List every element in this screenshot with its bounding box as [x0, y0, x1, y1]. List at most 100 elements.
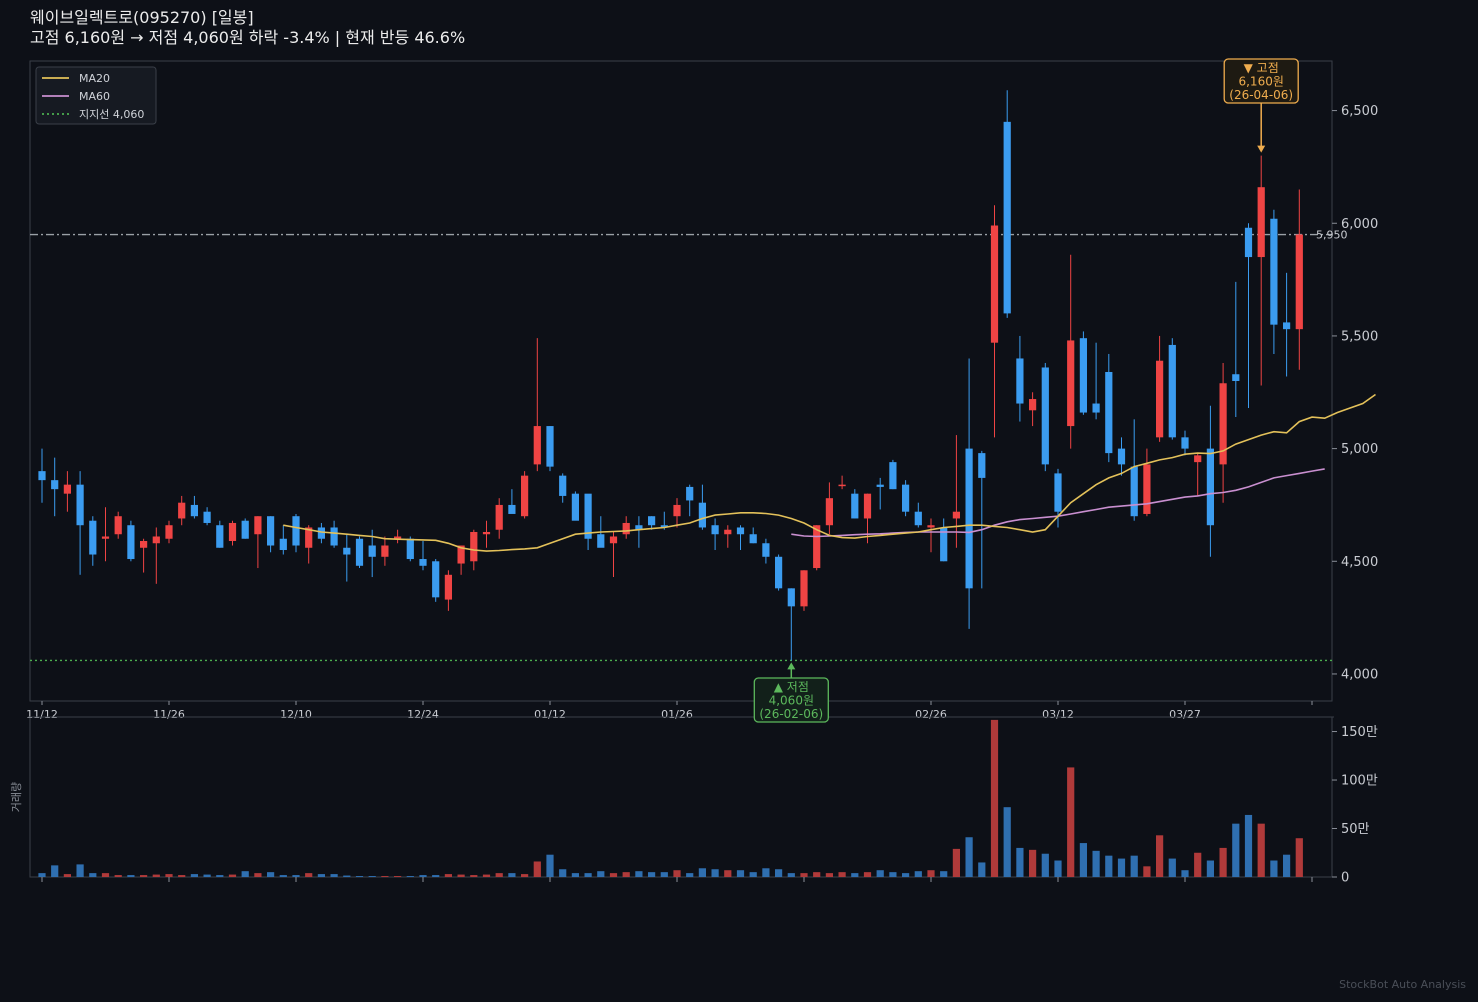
candle-body: [114, 516, 122, 535]
candle-body: [698, 502, 706, 528]
volume-bar: [482, 874, 491, 877]
date-tick-label: 02/26: [915, 708, 947, 721]
date-tick-label: 01/26: [661, 708, 693, 721]
candle-body: [419, 559, 427, 566]
volume-bar: [660, 872, 668, 877]
candle-body: [787, 588, 795, 607]
volume-bar: [38, 873, 46, 877]
volume-bar: [1067, 767, 1075, 877]
candle-body: [940, 527, 948, 562]
volume-bar: [711, 869, 719, 877]
volume-bar: [292, 875, 300, 877]
volume-bar: [203, 874, 211, 877]
chart-title: 웨이브일렉트로(095270) [일봉]: [30, 8, 254, 27]
volume-bar: [940, 871, 948, 877]
candle-body: [1244, 227, 1253, 258]
candle-body: [965, 448, 973, 589]
candle-body: [279, 538, 287, 551]
volume-bar: [736, 870, 745, 877]
annotations: ▼ 고점6,160원(26-04-06) ▲ 저점4,060원(26-02-06): [753, 58, 1299, 723]
candle-body: [406, 538, 414, 560]
resistance-label: 5,950: [1316, 229, 1348, 242]
volume-bar: [1244, 814, 1253, 877]
volume-axis-label: 거래량: [10, 782, 23, 812]
candle-body: [178, 502, 186, 519]
candle-body: [597, 534, 605, 548]
volume-bar: [1283, 854, 1291, 877]
volume-bar: [140, 875, 148, 877]
candle-body: [902, 484, 910, 512]
price-tick-label: 4,500: [1341, 555, 1378, 570]
candle-body: [317, 527, 325, 539]
candle-body: [292, 516, 300, 546]
candle-body: [241, 520, 249, 539]
volume-bar: [165, 874, 173, 877]
annotation-text: (26-02-06): [759, 707, 823, 721]
candle-body: [216, 525, 224, 548]
candle-body: [343, 547, 351, 555]
volume-bar: [1016, 847, 1024, 877]
candle-body: [749, 534, 757, 544]
annotation-arrow-head: [787, 662, 796, 670]
candle-body: [228, 522, 237, 541]
volume-bar: [825, 873, 833, 877]
volume-bar: [216, 875, 224, 877]
volume-bar: [533, 861, 541, 877]
candle-body: [482, 531, 491, 535]
candle-body: [660, 525, 668, 528]
candle-body: [863, 493, 872, 519]
volume-bar: [508, 873, 516, 877]
candle-body: [889, 462, 897, 490]
date-tick-label: 12/24: [407, 708, 439, 721]
candle-body: [368, 545, 376, 557]
candles: [38, 90, 1303, 661]
candle-body: [51, 480, 59, 490]
volume-bar: [114, 875, 122, 877]
candle-body: [76, 484, 84, 526]
candle-body: [609, 536, 618, 544]
axes: 4,000 4,500 5,000 5,500 6,000 6,500 0 50만 100만 15…: [10, 104, 1378, 885]
volume-bar: [762, 868, 770, 877]
volume-bar: [1105, 855, 1113, 877]
volume-bar: [1130, 855, 1138, 877]
candle-body: [584, 493, 592, 539]
volume-bar: [1143, 866, 1151, 877]
candle-body: [952, 511, 960, 519]
candle-body: [876, 484, 884, 487]
volume-bar: [749, 872, 757, 877]
candle-body: [1003, 121, 1011, 314]
volume-bar: [876, 870, 884, 877]
volume-bar: [724, 870, 732, 877]
annotation-text: (26-04-06): [1229, 88, 1293, 102]
volume-bar: [1270, 860, 1278, 877]
volume-bar: [1003, 807, 1011, 877]
candle-body: [1295, 234, 1303, 330]
candle-body: [1219, 383, 1227, 465]
volume-bar: [1257, 823, 1265, 877]
candle-body: [152, 536, 160, 544]
candle-body: [1041, 367, 1049, 465]
volume-bar: [800, 873, 808, 877]
volume-bar: [584, 873, 592, 877]
annotation-arrow-head: [1257, 145, 1266, 153]
volume-bar: [419, 875, 427, 877]
candle-body: [1016, 358, 1024, 404]
candle-body: [838, 484, 846, 487]
candle-body: [736, 527, 745, 535]
volume-bar: [635, 871, 643, 877]
candle-body: [546, 426, 554, 467]
moving-averages: [283, 393, 1376, 552]
date-tick-label: 03/27: [1169, 708, 1201, 721]
volume-bar: [241, 871, 249, 877]
volume-bar: [1156, 835, 1164, 877]
price-tick-label: 5,000: [1341, 442, 1378, 457]
legend-label: MA20: [79, 72, 110, 85]
volume-bar: [597, 871, 605, 877]
volume-bar: [1206, 860, 1214, 877]
volume-bar: [178, 875, 186, 877]
candle-body: [267, 516, 275, 546]
volume-bar: [1054, 860, 1062, 877]
candle-body: [1105, 371, 1113, 454]
volume-bar: [609, 873, 618, 877]
